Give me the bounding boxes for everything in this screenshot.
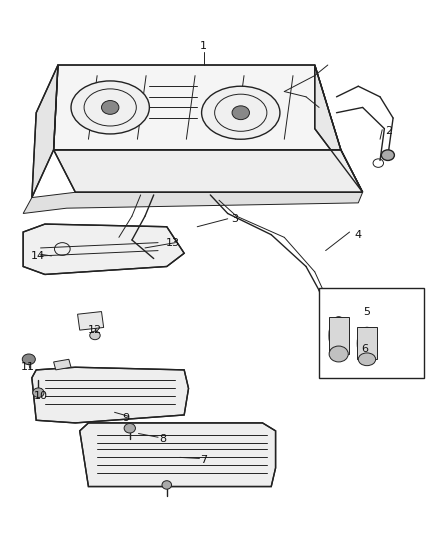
Ellipse shape — [358, 353, 376, 366]
Polygon shape — [53, 359, 71, 370]
Polygon shape — [53, 65, 341, 150]
Ellipse shape — [33, 388, 44, 398]
Ellipse shape — [357, 327, 377, 359]
Ellipse shape — [90, 331, 100, 340]
Text: 6: 6 — [361, 344, 368, 354]
Polygon shape — [53, 150, 363, 192]
Text: 1: 1 — [200, 42, 207, 52]
Ellipse shape — [102, 101, 119, 114]
Text: 13: 13 — [166, 238, 180, 248]
Text: 9: 9 — [122, 413, 129, 423]
Bar — [319, 288, 424, 378]
Text: 4: 4 — [355, 230, 362, 240]
Text: 12: 12 — [88, 325, 102, 335]
Text: 2: 2 — [385, 126, 392, 136]
Polygon shape — [315, 65, 363, 192]
Text: 5: 5 — [364, 306, 371, 317]
Ellipse shape — [232, 106, 250, 119]
Polygon shape — [23, 224, 184, 274]
Text: 11: 11 — [21, 362, 35, 372]
Ellipse shape — [71, 81, 149, 134]
FancyBboxPatch shape — [328, 317, 349, 354]
Polygon shape — [23, 192, 363, 214]
Ellipse shape — [124, 423, 135, 433]
Text: 14: 14 — [32, 251, 46, 261]
Ellipse shape — [22, 354, 35, 365]
Ellipse shape — [381, 150, 394, 160]
Polygon shape — [32, 367, 188, 423]
FancyBboxPatch shape — [357, 327, 377, 359]
Text: 8: 8 — [159, 434, 166, 444]
Text: 7: 7 — [200, 455, 207, 465]
Ellipse shape — [162, 481, 172, 489]
Ellipse shape — [201, 86, 280, 139]
Polygon shape — [32, 65, 58, 198]
Polygon shape — [80, 423, 276, 487]
Ellipse shape — [329, 317, 348, 354]
Polygon shape — [78, 312, 104, 330]
Ellipse shape — [329, 346, 348, 362]
Text: 3: 3 — [231, 214, 238, 224]
Text: 10: 10 — [34, 391, 48, 401]
